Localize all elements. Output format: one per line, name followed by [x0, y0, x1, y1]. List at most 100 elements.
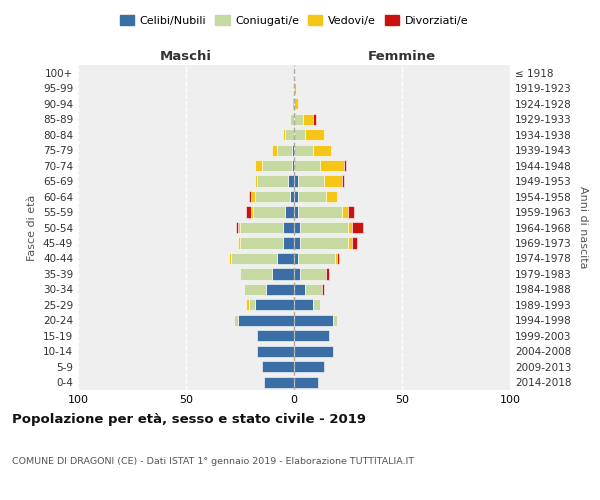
- Bar: [286, 206, 294, 218]
- Bar: [294, 361, 324, 372]
- Bar: [294, 238, 301, 248]
- Bar: [294, 222, 301, 233]
- Bar: [247, 300, 248, 310]
- Bar: [341, 176, 344, 186]
- Text: COMUNE DI DRAGONI (CE) - Dati ISTAT 1° gennaio 2019 - Elaborazione TUTTITALIA.IT: COMUNE DI DRAGONI (CE) - Dati ISTAT 1° g…: [12, 458, 414, 466]
- Bar: [298, 206, 341, 218]
- Bar: [320, 160, 344, 171]
- Bar: [341, 206, 348, 218]
- Bar: [292, 160, 294, 171]
- Bar: [283, 129, 286, 140]
- Bar: [257, 346, 294, 357]
- Bar: [286, 129, 294, 140]
- Bar: [298, 191, 326, 202]
- Bar: [255, 300, 294, 310]
- Bar: [255, 176, 257, 186]
- Bar: [324, 176, 341, 186]
- Bar: [294, 300, 313, 310]
- Bar: [283, 238, 294, 248]
- Bar: [244, 284, 266, 295]
- Bar: [251, 191, 255, 202]
- Bar: [298, 253, 335, 264]
- Bar: [240, 222, 283, 233]
- Text: Femmine: Femmine: [368, 50, 436, 62]
- Bar: [294, 253, 298, 264]
- Bar: [348, 206, 355, 218]
- Bar: [294, 82, 296, 94]
- Bar: [292, 98, 294, 110]
- Bar: [277, 253, 294, 264]
- Bar: [298, 176, 324, 186]
- Bar: [236, 222, 238, 233]
- Bar: [262, 361, 294, 372]
- Bar: [294, 315, 333, 326]
- Y-axis label: Fasce di età: Fasce di età: [28, 194, 37, 260]
- Bar: [352, 222, 363, 233]
- Bar: [301, 222, 348, 233]
- Bar: [322, 284, 324, 295]
- Bar: [272, 268, 294, 280]
- Bar: [253, 206, 286, 218]
- Bar: [294, 176, 298, 186]
- Bar: [290, 191, 294, 202]
- Legend: Celibi/Nubili, Coniugati/e, Vedovi/e, Divorziati/e: Celibi/Nubili, Coniugati/e, Vedovi/e, Di…: [115, 10, 473, 30]
- Bar: [326, 268, 329, 280]
- Bar: [277, 144, 292, 156]
- Bar: [313, 114, 316, 124]
- Bar: [344, 160, 346, 171]
- Bar: [264, 376, 294, 388]
- Bar: [305, 284, 322, 295]
- Bar: [238, 315, 294, 326]
- Bar: [313, 144, 331, 156]
- Bar: [294, 144, 313, 156]
- Bar: [251, 206, 253, 218]
- Bar: [294, 129, 305, 140]
- Text: Popolazione per età, sesso e stato civile - 2019: Popolazione per età, sesso e stato civil…: [12, 412, 366, 426]
- Bar: [301, 238, 348, 248]
- Bar: [352, 238, 356, 248]
- Bar: [337, 253, 340, 264]
- Bar: [266, 284, 294, 295]
- Bar: [232, 253, 277, 264]
- Bar: [272, 144, 277, 156]
- Y-axis label: Anni di nascita: Anni di nascita: [578, 186, 588, 269]
- Bar: [302, 114, 313, 124]
- Bar: [287, 176, 294, 186]
- Bar: [301, 268, 326, 280]
- Bar: [294, 284, 305, 295]
- Bar: [248, 191, 251, 202]
- Bar: [257, 176, 287, 186]
- Bar: [248, 300, 255, 310]
- Bar: [229, 253, 232, 264]
- Bar: [283, 222, 294, 233]
- Bar: [257, 330, 294, 342]
- Bar: [294, 330, 329, 342]
- Bar: [348, 238, 352, 248]
- Bar: [294, 376, 318, 388]
- Bar: [348, 222, 352, 233]
- Bar: [294, 160, 320, 171]
- Bar: [292, 144, 294, 156]
- Bar: [262, 160, 292, 171]
- Bar: [294, 346, 333, 357]
- Bar: [335, 253, 337, 264]
- Bar: [255, 191, 290, 202]
- Bar: [294, 98, 298, 110]
- Bar: [294, 191, 298, 202]
- Bar: [238, 238, 240, 248]
- Bar: [255, 160, 262, 171]
- Bar: [238, 222, 240, 233]
- Bar: [294, 206, 298, 218]
- Text: Maschi: Maschi: [160, 50, 212, 62]
- Bar: [240, 238, 283, 248]
- Bar: [305, 129, 324, 140]
- Bar: [313, 300, 320, 310]
- Bar: [294, 114, 302, 124]
- Bar: [233, 315, 238, 326]
- Bar: [247, 206, 251, 218]
- Bar: [290, 114, 294, 124]
- Bar: [240, 268, 272, 280]
- Bar: [294, 268, 301, 280]
- Bar: [326, 191, 337, 202]
- Bar: [333, 315, 337, 326]
